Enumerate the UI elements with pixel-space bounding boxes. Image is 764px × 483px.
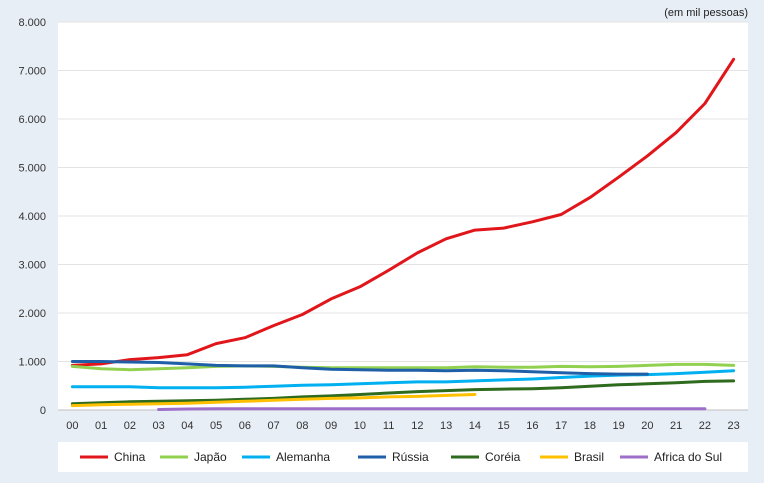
x-tick-label: 17 [555,420,567,432]
y-tick-label: 0 [40,405,46,417]
x-tick-label: 07 [268,420,280,432]
x-tick-label: 12 [411,420,423,432]
x-tick-label: 02 [124,420,136,432]
x-tick-label: 01 [95,420,107,432]
x-tick-label: 11 [383,420,394,432]
series-line-africa-do-sul [157,407,707,411]
x-tick-label: 10 [354,420,366,432]
grid-lines [58,21,748,411]
y-tick-label: 5.000 [18,163,46,175]
series-lines [70,57,736,411]
series-line-rússia [70,360,649,376]
x-tick-label: 23 [728,420,740,432]
x-tick-label: 03 [153,420,165,432]
x-tick-label: 20 [641,420,653,432]
y-tick-label: 8.000 [18,17,46,29]
legend-label: Africa do Sul [654,450,722,464]
x-tick-label: 15 [498,420,510,432]
legend-label: Rússia [392,450,429,464]
x-tick-label: 06 [239,420,251,432]
legend-label: Alemanha [276,450,330,464]
x-tick-label: 21 [670,420,682,432]
series-line-coréia [70,379,736,406]
y-tick-label: 7.000 [18,66,46,78]
x-tick-label: 04 [181,420,193,432]
legend-label: Coréia [485,450,521,464]
x-tick-label: 19 [613,420,625,432]
legend-label: Japão [194,450,227,464]
x-tick-label: 18 [584,420,596,432]
x-axis-labels: 00 01 02 03 04 05 06 07 08 09 10 11 12 13 14 15 16 17 18 19… [66,420,740,432]
x-tick-label: 05 [210,420,222,432]
legend-label: Brasil [574,450,604,464]
legend: China Japão Alemanha Rússia Coréia Brasil Afri… [80,450,722,464]
x-tick-label: 00 [66,420,78,432]
y-tick-label: 6.000 [18,114,46,126]
y-tick-label: 3.000 [18,260,46,272]
y-axis-labels: 0 1.000 2.000 3.000 4.000 5.000 6.000 7.000 8.00… [18,17,46,417]
series-line-china [70,57,736,367]
x-tick-label: 13 [440,420,452,432]
x-tick-label: 14 [469,420,481,432]
x-tick-label: 22 [699,420,711,432]
x-tick-label: 09 [325,420,337,432]
series-line-brasil [70,393,477,408]
y-tick-label: 2.000 [18,308,46,320]
y-tick-label: 4.000 [18,211,46,223]
x-tick-label: 16 [526,420,538,432]
y-tick-label: 1.000 [18,357,46,369]
series-line-japão [70,362,736,372]
legend-label: China [114,450,146,464]
x-tick-label: 08 [296,420,308,432]
unit-note: (em mil pessoas) [664,7,748,19]
